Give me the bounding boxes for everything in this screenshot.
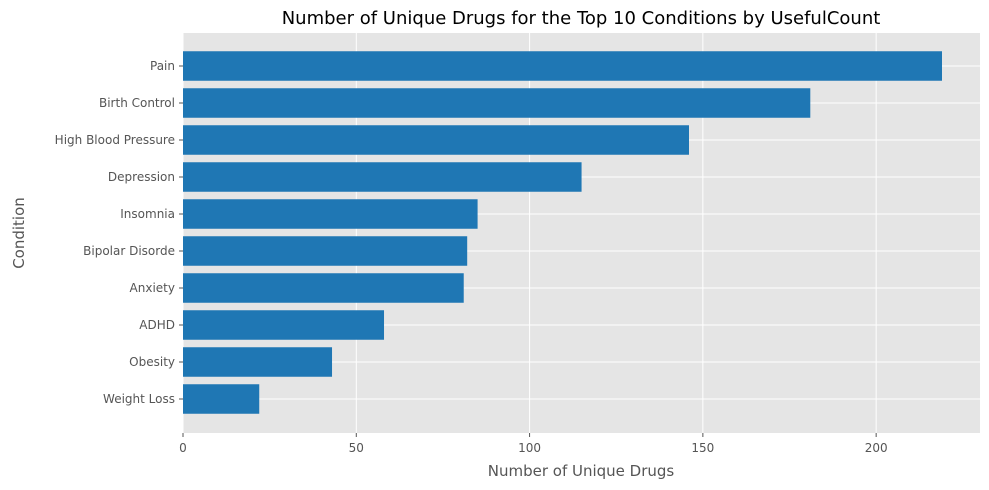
bar-adhd	[183, 310, 385, 340]
x-tick-label: 50	[349, 441, 364, 455]
y-tick-label: Anxiety	[130, 281, 175, 295]
x-tick-labels: 0 50 100 150 200	[179, 433, 888, 455]
y-tick-labels: Pain Birth Control High Blood Pressure Depr…	[55, 59, 183, 406]
y-tick-label: Bipolar Disorde	[83, 244, 175, 258]
x-tick-label: 200	[865, 441, 888, 455]
y-tick-label: High Blood Pressure	[55, 133, 175, 147]
x-axis-label: Number of Unique Drugs	[488, 462, 675, 480]
y-tick-label: Obesity	[129, 355, 175, 369]
bar-high-blood-pressure	[183, 125, 689, 155]
y-tick-label: Depression	[108, 170, 175, 184]
bar-birth-control	[183, 88, 811, 118]
x-tick-label: 150	[691, 441, 714, 455]
x-tick-label: 0	[179, 441, 187, 455]
y-tick-label: Pain	[150, 59, 175, 73]
bar-insomnia	[183, 199, 478, 229]
x-tick-label: 100	[518, 441, 541, 455]
bar-depression	[183, 162, 582, 192]
bar-bipolar-disorde	[183, 236, 468, 266]
y-tick-label: Weight Loss	[103, 392, 175, 406]
chart-title: Number of Unique Drugs for the Top 10 Co…	[282, 8, 881, 29]
y-tick-label: Insomnia	[120, 207, 175, 221]
bar-pain	[183, 51, 942, 81]
bar-anxiety	[183, 273, 464, 303]
bar-weight-loss	[183, 384, 260, 414]
bar-obesity	[183, 347, 333, 377]
y-axis-label: Condition	[10, 197, 28, 269]
bars	[183, 51, 942, 414]
y-tick-label: Birth Control	[99, 96, 175, 110]
y-tick-label: ADHD	[139, 318, 175, 332]
